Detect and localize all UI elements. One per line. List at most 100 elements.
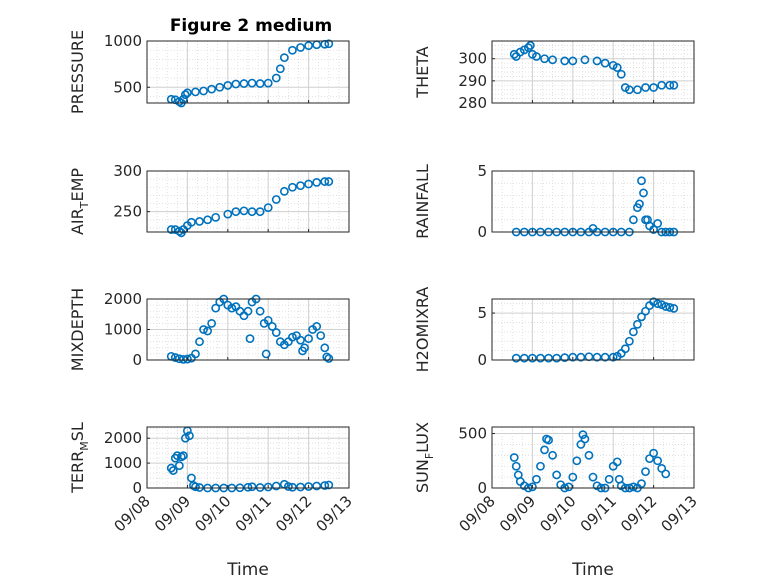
- data-point: [296, 181, 305, 191]
- data-point: [279, 186, 289, 196]
- data-point: [637, 176, 646, 186]
- y-tick-label: 2000: [104, 290, 142, 308]
- data-point: [174, 226, 184, 236]
- data-point: [279, 53, 289, 63]
- data-point: [324, 39, 334, 49]
- data-point: [191, 482, 200, 492]
- y-axis-label-subscript: M: [78, 441, 91, 451]
- y-tick-label: 300: [458, 50, 487, 68]
- data-point: [661, 302, 671, 311]
- y-tick-label: 0: [132, 479, 142, 497]
- y-axis-label: PRESSURE: [68, 30, 87, 114]
- x-axis-label: Time: [226, 560, 269, 580]
- data-point: [584, 450, 594, 460]
- data-point: [560, 56, 570, 66]
- data-series: [509, 41, 679, 95]
- data-point: [511, 353, 521, 363]
- y-tick-label: 0: [477, 223, 487, 241]
- data-point: [296, 335, 305, 345]
- data-point: [536, 461, 545, 471]
- y-axis-label: SUNFLUX: [413, 422, 436, 493]
- subplot-3: 250 300 AIRTEMP: [68, 162, 350, 238]
- subplot-1: 500 1000 PRESSURE: [68, 30, 350, 114]
- y-axis-label: TERRMSL: [68, 422, 91, 494]
- y-tick-label: 5: [477, 162, 487, 180]
- data-point: [247, 78, 257, 88]
- data-point: [288, 482, 297, 492]
- y-tick-label: 1000: [104, 454, 142, 472]
- data-point: [283, 482, 293, 491]
- data-point: [168, 466, 178, 475]
- y-axis-label-part: MIXDEPTH: [68, 288, 87, 371]
- data-point: [604, 474, 614, 484]
- data-point: [288, 182, 297, 192]
- data-point: [215, 82, 225, 92]
- data-point: [239, 206, 249, 216]
- y-tick-label: 0: [477, 479, 487, 497]
- data-point: [324, 480, 334, 490]
- data-point: [320, 481, 330, 490]
- data-point: [578, 430, 588, 440]
- data-point: [661, 469, 671, 479]
- data-point: [271, 195, 281, 204]
- data-point: [588, 472, 598, 482]
- data-point: [548, 55, 557, 65]
- data-point: [645, 454, 654, 463]
- data-point: [261, 349, 271, 359]
- y-axis-label-part: PRESSURE: [68, 30, 87, 114]
- data-point: [528, 482, 537, 492]
- data-point: [312, 322, 322, 331]
- y-tick-label: 250: [113, 203, 142, 221]
- data-point: [185, 431, 194, 441]
- y-axis-label: RAINFALL: [413, 164, 432, 239]
- data-point: [263, 203, 273, 212]
- data-point: [255, 79, 265, 88]
- data-point: [312, 481, 322, 491]
- data-point: [532, 52, 541, 61]
- data-point: [544, 353, 553, 363]
- y-axis-label-part: SL: [68, 422, 87, 441]
- data-point: [263, 482, 273, 492]
- data-point: [641, 467, 650, 477]
- data-point: [180, 90, 190, 100]
- data-point: [191, 87, 200, 97]
- data-point: [211, 212, 221, 222]
- data-point: [637, 479, 646, 489]
- data-point: [275, 64, 285, 74]
- data-point: [263, 78, 273, 88]
- data-point: [243, 306, 253, 316]
- data-point: [560, 353, 570, 363]
- data-point: [548, 450, 557, 460]
- data-point: [653, 299, 663, 309]
- data-point: [568, 56, 578, 66]
- data-point: [580, 55, 590, 65]
- data-point: [195, 217, 204, 226]
- data-point: [637, 312, 646, 322]
- data-point: [649, 225, 658, 234]
- data-point: [536, 353, 545, 363]
- data-point: [263, 315, 273, 325]
- data-point: [600, 58, 610, 68]
- y-axis-label-part: RAINFALL: [413, 164, 432, 239]
- data-point: [207, 84, 217, 94]
- y-tick-label: 280: [458, 94, 487, 112]
- data-point: [304, 334, 313, 344]
- data-series: [509, 430, 671, 493]
- data-point: [288, 45, 297, 55]
- data-point: [544, 435, 553, 445]
- axes-box: [491, 298, 695, 361]
- data-point: [245, 334, 255, 344]
- data-point: [669, 303, 679, 313]
- y-axis-label-part: THETA: [413, 46, 432, 98]
- data-point: [616, 69, 626, 79]
- y-tick-label: 5: [477, 304, 487, 322]
- data-point: [174, 461, 184, 470]
- data-point: [271, 481, 281, 491]
- chart-title: Figure 2 medium: [170, 16, 332, 36]
- data-point: [657, 463, 667, 473]
- data-point: [247, 482, 257, 492]
- data-point: [324, 354, 334, 363]
- data-point: [572, 456, 582, 466]
- data-point: [187, 217, 196, 227]
- y-axis-label: MIXDEPTH: [68, 288, 87, 371]
